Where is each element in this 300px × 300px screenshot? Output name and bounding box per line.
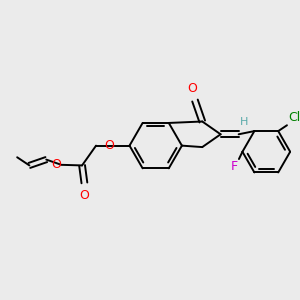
Text: H: H: [240, 117, 248, 127]
Text: F: F: [231, 160, 238, 173]
Text: Cl: Cl: [288, 111, 300, 124]
Text: O: O: [80, 189, 89, 202]
Text: O: O: [52, 158, 61, 171]
Text: O: O: [104, 139, 114, 152]
Text: O: O: [188, 82, 198, 95]
